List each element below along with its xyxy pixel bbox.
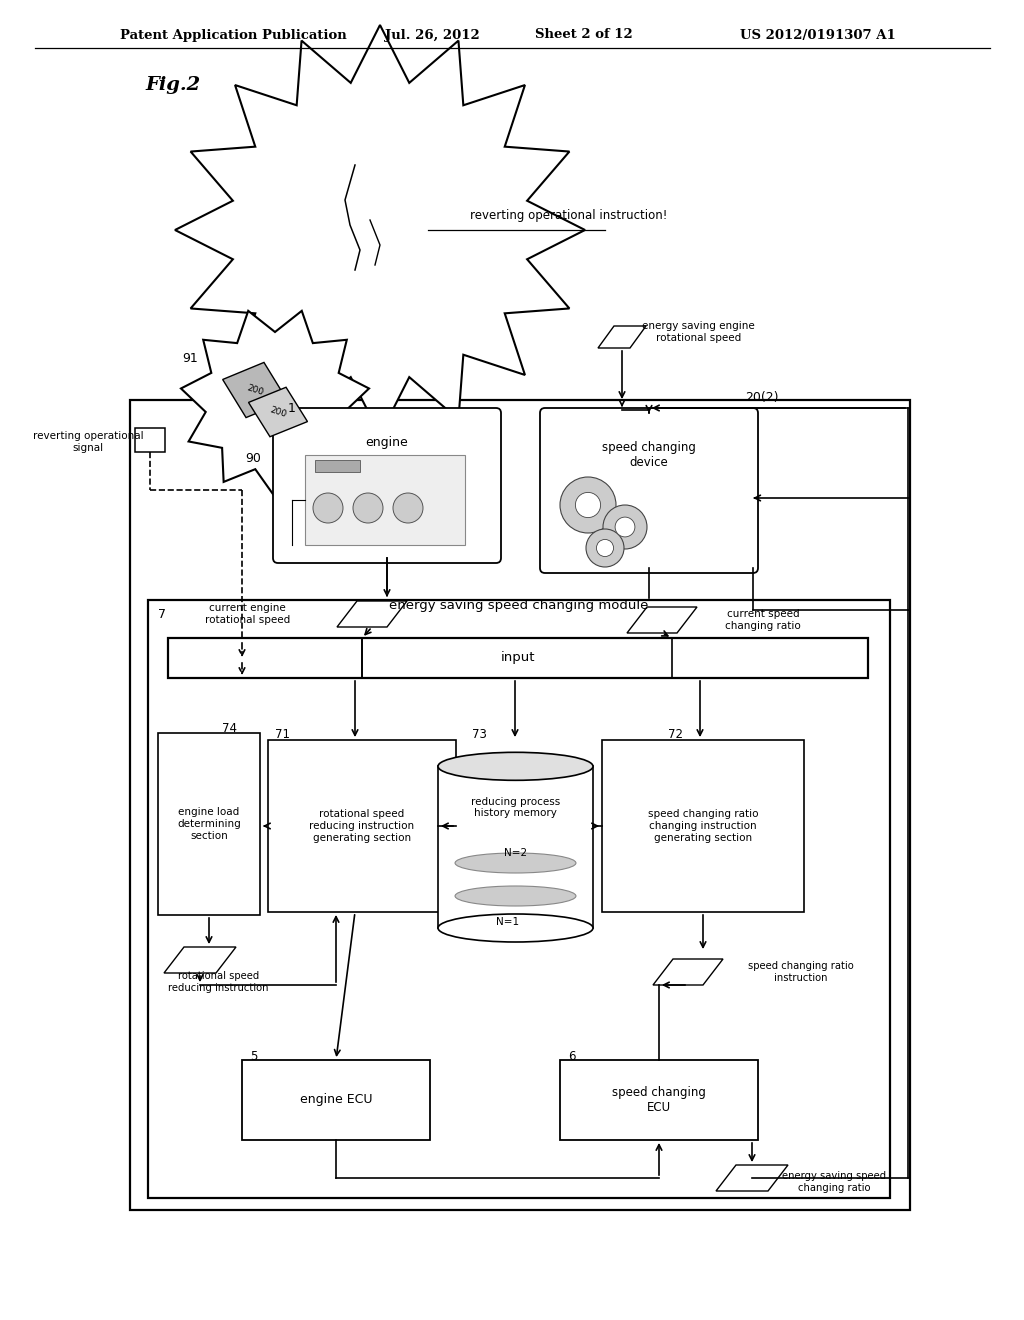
Text: reducing process
history memory: reducing process history memory [471,797,560,818]
Text: 200: 200 [268,405,288,418]
Polygon shape [337,601,407,627]
Text: 200: 200 [246,383,264,397]
FancyBboxPatch shape [540,408,758,573]
Circle shape [313,492,343,523]
Text: 90: 90 [245,451,261,465]
Text: 72: 72 [668,729,683,742]
Text: engine ECU: engine ECU [300,1093,373,1106]
Bar [130,400,910,1210]
Text: energy saving speed
changing ratio: energy saving speed changing ratio [782,1171,886,1193]
Bar [158,733,260,915]
Text: speed changing
device: speed changing device [602,441,696,469]
FancyBboxPatch shape [273,408,501,564]
Text: Patent Application Publication: Patent Application Publication [120,29,347,41]
Polygon shape [653,960,723,985]
Text: reverting operational
signal: reverting operational signal [33,432,143,453]
Polygon shape [716,1166,788,1191]
Text: N=2: N=2 [504,847,527,858]
Bar [242,1060,430,1140]
Text: 73: 73 [472,729,486,742]
Polygon shape [164,946,236,973]
Circle shape [586,529,624,568]
Text: 7: 7 [158,609,166,622]
Bar [135,428,165,451]
Text: engine load
determining
section: engine load determining section [177,808,241,841]
Circle shape [603,506,647,549]
Text: 1: 1 [288,401,296,414]
Text: speed changing ratio
changing instruction
generating section: speed changing ratio changing instructio… [648,809,758,842]
Text: input: input [501,652,536,664]
Bar [602,741,804,912]
Text: rotational speed
reducing instruction: rotational speed reducing instruction [168,972,268,993]
Ellipse shape [438,913,593,942]
Circle shape [575,492,601,517]
Text: Jul. 26, 2012: Jul. 26, 2012 [385,29,480,41]
Text: 71: 71 [275,729,290,742]
Circle shape [560,477,616,533]
Text: 91: 91 [182,351,198,364]
Polygon shape [175,25,585,436]
Text: 6: 6 [568,1049,575,1063]
Circle shape [596,540,613,557]
Text: energy saving speed changing module: energy saving speed changing module [389,599,648,612]
Polygon shape [222,363,288,417]
Text: 74: 74 [222,722,237,734]
Text: current speed
changing ratio: current speed changing ratio [725,610,801,631]
Text: US 2012/0191307 A1: US 2012/0191307 A1 [740,29,896,41]
Text: current engine
rotational speed: current engine rotational speed [205,603,290,624]
Text: engine: engine [366,436,409,449]
Text: Fig.2: Fig.2 [145,77,201,94]
Text: 5: 5 [250,1049,257,1063]
Ellipse shape [438,752,593,780]
Bar [168,638,868,678]
Bar [438,767,593,928]
Text: rotational speed
reducing instruction
generating section: rotational speed reducing instruction ge… [309,809,415,842]
Bar [268,741,456,912]
Text: reverting operational instruction!: reverting operational instruction! [470,209,668,222]
Text: energy saving engine
rotational speed: energy saving engine rotational speed [642,321,755,343]
Circle shape [353,492,383,523]
Circle shape [393,492,423,523]
Text: speed changing
ECU: speed changing ECU [612,1086,706,1114]
Text: 20(2): 20(2) [745,391,778,404]
Text: Sheet 2 of 12: Sheet 2 of 12 [535,29,633,41]
Bar [148,601,890,1199]
Text: speed changing ratio
instruction: speed changing ratio instruction [748,961,854,983]
Polygon shape [627,607,697,634]
Polygon shape [181,310,369,498]
Text: N=1: N=1 [496,917,519,927]
Ellipse shape [455,886,575,906]
Polygon shape [598,326,646,348]
Polygon shape [249,387,307,437]
Ellipse shape [455,853,575,873]
Bar [560,1060,758,1140]
Bar [305,455,465,545]
Circle shape [615,517,635,537]
Bar [315,459,360,473]
